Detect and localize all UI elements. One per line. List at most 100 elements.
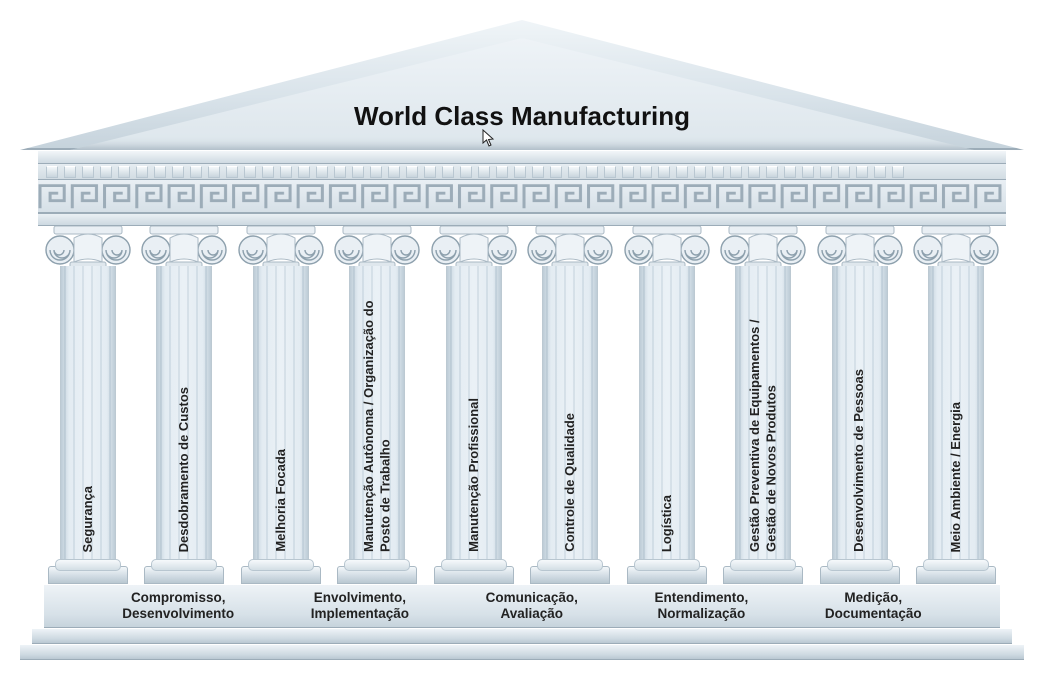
dentil: [190, 166, 202, 178]
diagram-title: World Class Manufacturing: [20, 101, 1024, 132]
ionic-capital: [526, 226, 614, 268]
dentil: [226, 166, 238, 178]
ionic-capital: [140, 226, 228, 268]
dentil: [64, 166, 76, 178]
stylobate: Compromisso, Desenvolvimento Envolvimento…: [44, 584, 1000, 628]
dentil: [244, 166, 256, 178]
dentil: [154, 166, 166, 178]
pillar-base: [48, 566, 128, 584]
pediment: World Class Manufacturing: [20, 20, 1024, 150]
dentil: [442, 166, 454, 178]
pillar-base: [530, 566, 610, 584]
ionic-capital: [333, 226, 421, 268]
dentil: [406, 166, 418, 178]
dentil: [334, 166, 346, 178]
pillar-base: [916, 566, 996, 584]
pillar-label: Manutenção Profissional: [466, 384, 482, 566]
ionic-capital: [816, 226, 904, 268]
ionic-capital: [912, 226, 1000, 268]
foundation-label-1: Compromisso, Desenvolvimento: [122, 590, 234, 622]
pillar-shaft: Controle de Qualidade: [542, 266, 598, 566]
dentil: [856, 166, 868, 178]
pillar-1: Segurança: [54, 226, 122, 584]
dentil: [658, 166, 670, 178]
entablature: [38, 150, 1006, 226]
pediment-inner: [70, 38, 974, 150]
ionic-capital: [719, 226, 807, 268]
dentil: [820, 166, 832, 178]
pillar-label: Desenvolvimento de Pessoas: [851, 355, 867, 566]
dentil: [766, 166, 778, 178]
pillar-shaft: Melhoria Focada: [253, 266, 309, 566]
pillar-2: Desdobramento de Custos: [150, 226, 218, 584]
frieze-meander: [38, 180, 1006, 214]
dentil: [118, 166, 130, 178]
pillar-8: Gestão Preventiva de Equipamentos / Gest…: [729, 226, 797, 584]
pillar-base: [627, 566, 707, 584]
pillar-label: Controle de Qualidade: [562, 399, 578, 566]
dentil: [478, 166, 490, 178]
dentil: [568, 166, 580, 178]
pillar-label: Melhoria Focada: [273, 435, 289, 566]
foundation-label-5: Medição, Documentação: [825, 590, 922, 622]
dentil: [802, 166, 814, 178]
foundation-label-4: Entendimento, Normalização: [655, 590, 749, 622]
pillar-shaft: Logística: [639, 266, 695, 566]
dentil: [730, 166, 742, 178]
pillar-label: Manutenção Autônoma / Organização do Pos…: [361, 276, 394, 566]
dentil: [712, 166, 724, 178]
ionic-capital: [237, 226, 325, 268]
cornice: [38, 150, 1006, 164]
dentil: [496, 166, 508, 178]
step-1: [32, 628, 1012, 644]
dentil: [100, 166, 112, 178]
dentil: [262, 166, 274, 178]
pillar-label: Segurança: [80, 472, 96, 566]
pillar-shaft: Manutenção Profissional: [446, 266, 502, 566]
pillar-10: Meio Ambiente / Energia: [922, 226, 990, 584]
step-2: [20, 644, 1024, 660]
foundation-label-2: Envolvimento, Implementação: [311, 590, 409, 622]
dentil: [532, 166, 544, 178]
ionic-capital: [430, 226, 518, 268]
dentil: [892, 166, 904, 178]
dentil: [694, 166, 706, 178]
pillar-label: Logística: [659, 481, 675, 566]
pillar-shaft: Desenvolvimento de Pessoas: [832, 266, 888, 566]
pillar-shaft: Gestão Preventiva de Equipamentos / Gest…: [735, 266, 791, 566]
pillar-base: [241, 566, 321, 584]
pillar-9: Desenvolvimento de Pessoas: [826, 226, 894, 584]
colonnade: Segurança Desdobramento de Custos Melhor…: [20, 226, 1024, 584]
dentil: [514, 166, 526, 178]
dentil: [838, 166, 850, 178]
cursor-icon: [482, 129, 496, 152]
pillar-3: Melhoria Focada: [247, 226, 315, 584]
architrave: [38, 214, 1006, 226]
pillar-base: [723, 566, 803, 584]
dentil: [82, 166, 94, 178]
dentil: [298, 166, 310, 178]
dentil: [604, 166, 616, 178]
pillar-shaft: Meio Ambiente / Energia: [928, 266, 984, 566]
pillar-base: [144, 566, 224, 584]
dentil: [784, 166, 796, 178]
wcm-temple-diagram: World Class Manufacturing: [20, 20, 1024, 660]
dentil: [874, 166, 886, 178]
dentil: [280, 166, 292, 178]
pillar-5: Manutenção Profissional: [440, 226, 508, 584]
dentil: [460, 166, 472, 178]
foundation-label-3: Comunicação, Avaliação: [486, 590, 578, 622]
dentil: [46, 166, 58, 178]
dentil: [424, 166, 436, 178]
pillar-label: Desdobramento de Custos: [176, 373, 192, 566]
dentil: [136, 166, 148, 178]
dentil: [586, 166, 598, 178]
ionic-capital: [623, 226, 711, 268]
pillar-6: Controle de Qualidade: [536, 226, 604, 584]
dentil: [370, 166, 382, 178]
dentil-row: [38, 164, 1006, 180]
pillar-base: [337, 566, 417, 584]
pillar-label: Meio Ambiente / Energia: [948, 388, 964, 567]
pillar-base: [434, 566, 514, 584]
pillar-7: Logística: [633, 226, 701, 584]
